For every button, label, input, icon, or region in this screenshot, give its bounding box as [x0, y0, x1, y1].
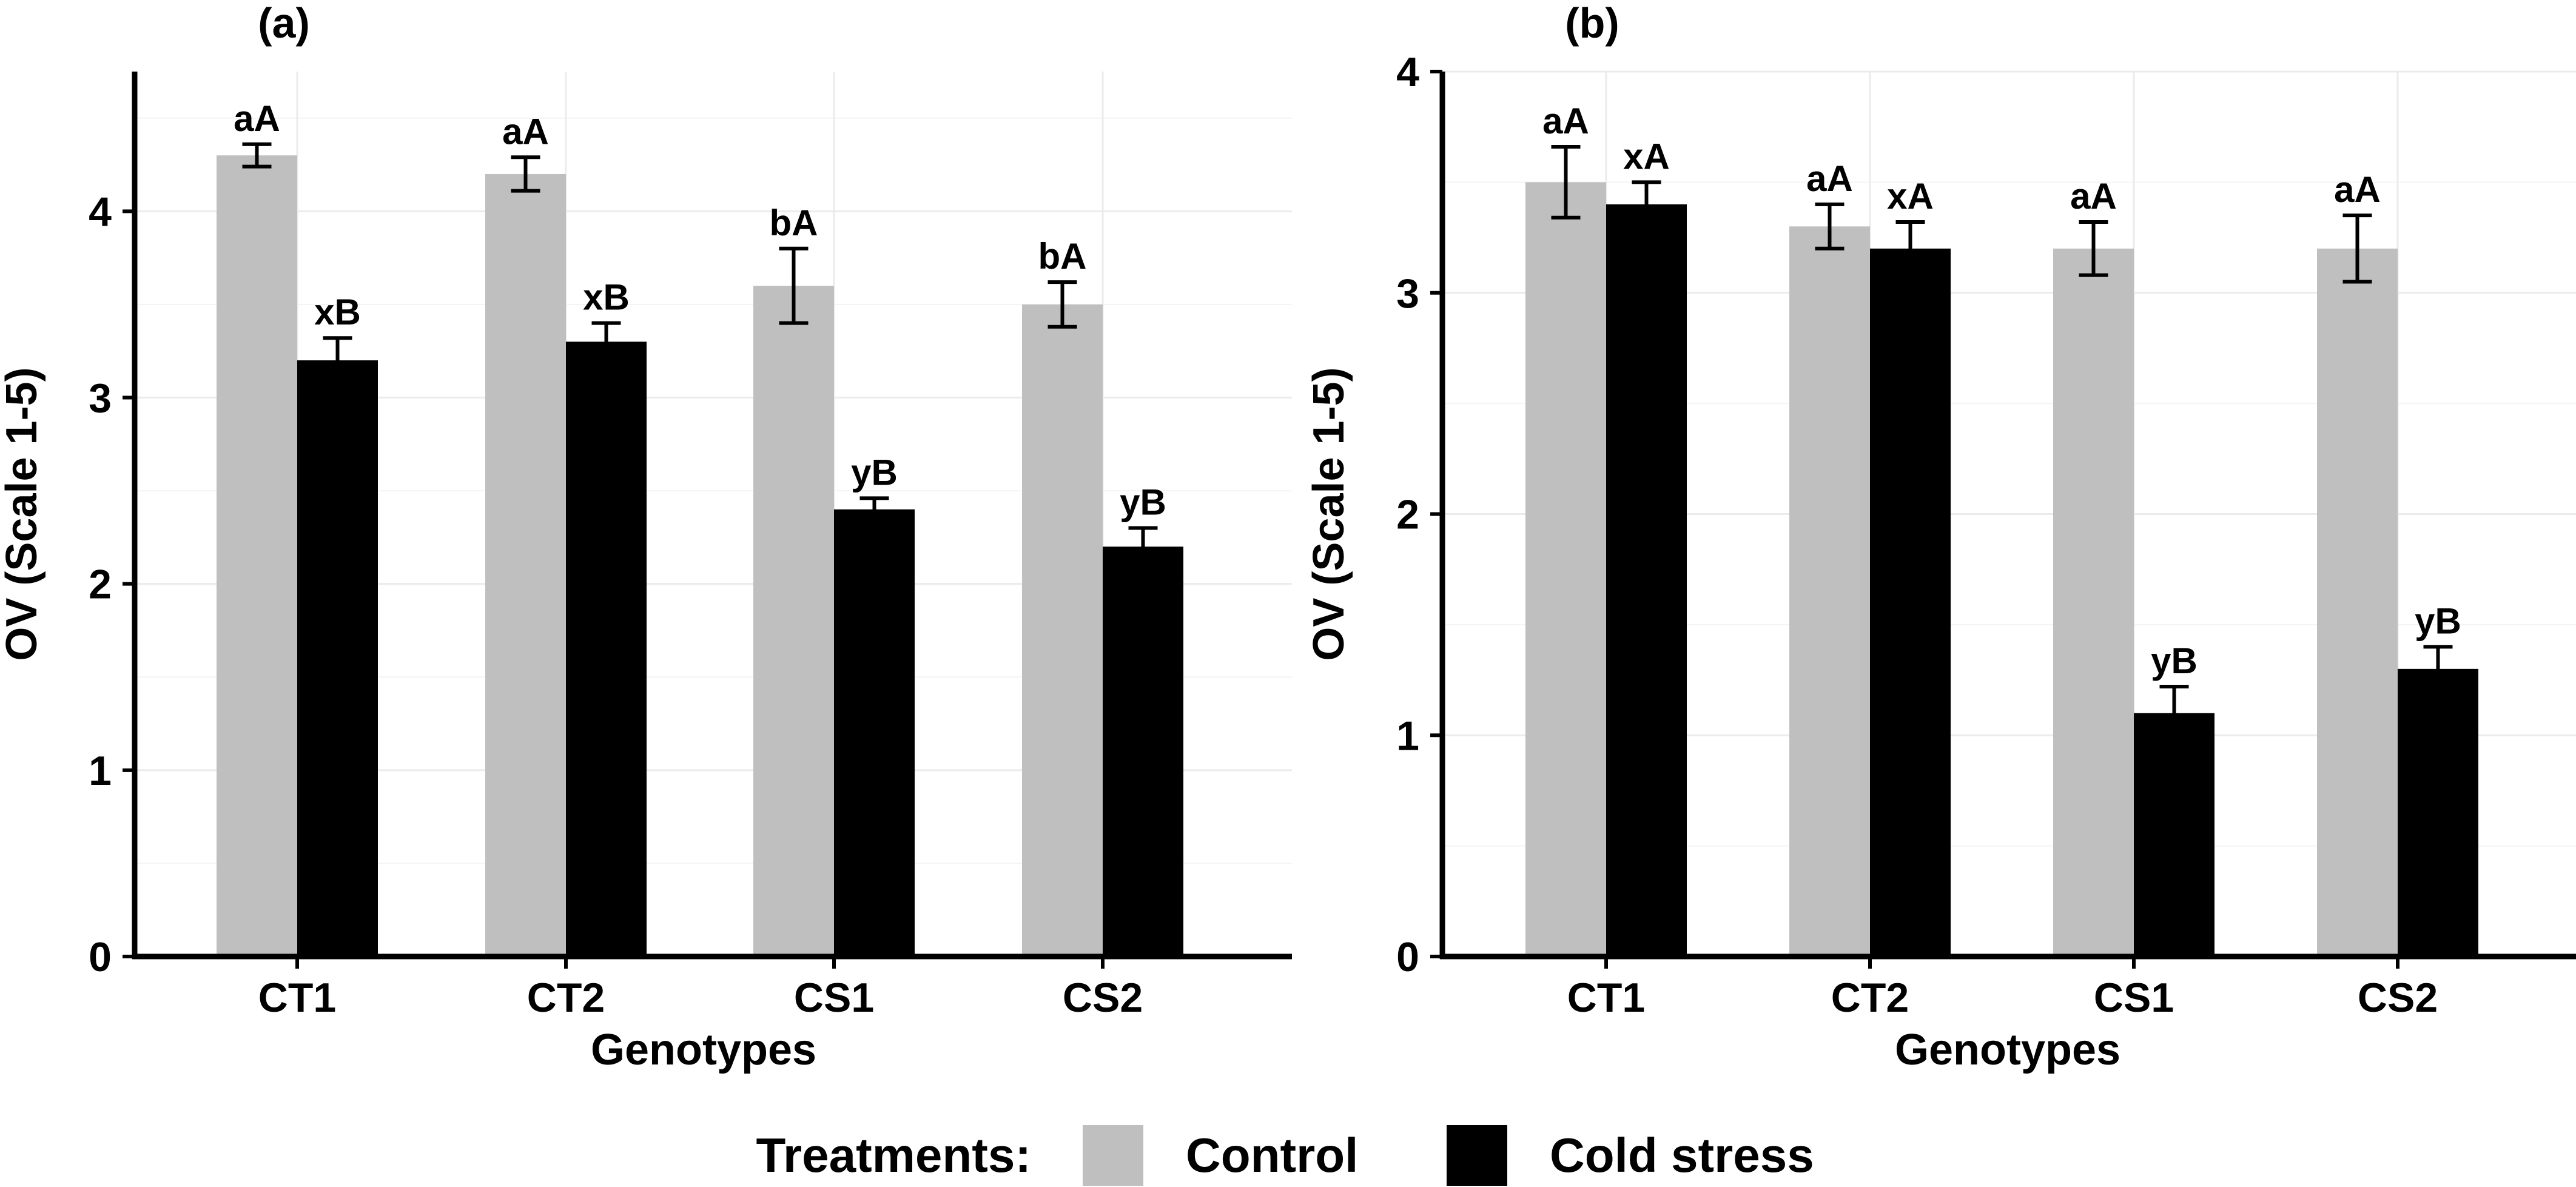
- bar-cold-stress-ct2: [566, 341, 647, 957]
- significance-label-control-ct2: aA: [502, 111, 549, 152]
- x-tick-label-cs1: CS1: [794, 975, 874, 1021]
- bar-cold-stress-cs2: [2398, 668, 2478, 957]
- bar-control-ct1: [217, 155, 297, 957]
- x-tick-label-ct1: CT1: [1567, 975, 1645, 1021]
- bar-cold-stress-cs1: [2134, 713, 2214, 957]
- x-tick-label-ct1: CT1: [258, 975, 336, 1021]
- x-tick-label-cs2: CS2: [1063, 975, 1143, 1021]
- x-tick-label-cs1: CS1: [2094, 975, 2174, 1021]
- legend-label-cold-stress: Cold stress: [1550, 1128, 1814, 1182]
- significance-label-cold-stress-ct2: xA: [1887, 176, 1934, 217]
- y-tick-label: 4: [89, 189, 112, 235]
- y-tick-label: 3: [89, 375, 112, 422]
- x-axis-title: Genotypes: [591, 1026, 816, 1074]
- significance-label-control-ct1: aA: [1542, 101, 1589, 141]
- x-axis-title: Genotypes: [1895, 1026, 2120, 1074]
- significance-label-control-cs1: aA: [2070, 176, 2117, 217]
- bar-cold-stress-ct2: [1870, 248, 1951, 957]
- significance-label-cold-stress-cs2: yB: [2415, 600, 2461, 641]
- bar-control-ct2: [1789, 226, 1870, 957]
- significance-label-cold-stress-ct1: xA: [1623, 136, 1670, 177]
- significance-label-cold-stress-ct2: xB: [583, 277, 630, 318]
- significance-label-cold-stress-cs1: yB: [851, 452, 898, 493]
- y-tick-label: 0: [89, 934, 112, 980]
- bar-control-cs1: [2053, 248, 2134, 957]
- panel-label: (b): [1565, 0, 1619, 47]
- y-tick-label: 2: [89, 562, 112, 608]
- significance-label-control-ct1: aA: [234, 98, 280, 139]
- significance-label-control-cs2: aA: [2334, 169, 2381, 210]
- chart-panel-b: aA aA aA aA xA xA yB yB 0 1 2 3 4 CT1 CT2 CS1 CS2 Genotyp…: [1305, 0, 2576, 1074]
- bar-control-ct2: [485, 173, 566, 957]
- bar-control-cs2: [1022, 304, 1103, 957]
- legend-label-control: Control: [1186, 1128, 1358, 1182]
- y-tick-label: 1: [89, 748, 112, 794]
- x-tick-label-ct2: CT2: [527, 975, 605, 1021]
- significance-label-cold-stress-cs1: yB: [2151, 641, 2198, 681]
- bar-cold-stress-cs2: [1103, 546, 1183, 957]
- significance-label-control-ct2: aA: [1806, 158, 1853, 199]
- y-tick-label: 1: [1396, 713, 1419, 759]
- x-tick-label-cs2: CS2: [2358, 975, 2438, 1021]
- y-axis-title: OV (Scale 1-5): [1305, 367, 1353, 661]
- chart-panel-a: aA aA bA bA xB xB yB yB 0 1 2 3 4 CT1 CT2 CS1 CS2 Genotyp…: [0, 0, 1292, 1074]
- legend-title: Treatments:: [756, 1128, 1031, 1182]
- bar-control-ct1: [1525, 182, 1606, 957]
- legend-swatch-cold-stress: [1447, 1125, 1507, 1186]
- bar-cold-stress-ct1: [1606, 204, 1687, 957]
- bar-cold-stress-ct1: [297, 360, 378, 957]
- significance-label-control-cs2: bA: [1038, 236, 1087, 277]
- bar-control-cs2: [2317, 248, 2398, 957]
- legend: Treatments: Control Cold stress: [756, 1125, 1814, 1186]
- y-tick-label: 0: [1396, 934, 1419, 980]
- significance-label-control-cs1: bA: [770, 203, 818, 243]
- bar-cold-stress-cs1: [834, 509, 915, 957]
- legend-swatch-control: [1083, 1125, 1143, 1186]
- y-tick-label: 4: [1396, 49, 1419, 95]
- panel-label: (a): [258, 0, 310, 47]
- y-tick-label: 2: [1396, 492, 1419, 538]
- significance-label-cold-stress-cs2: yB: [1120, 482, 1166, 523]
- y-axis-title: OV (Scale 1-5): [0, 367, 46, 661]
- bar-control-cs1: [753, 286, 834, 957]
- x-tick-label-ct2: CT2: [1831, 975, 1909, 1021]
- y-tick-label: 3: [1396, 271, 1419, 317]
- significance-label-cold-stress-ct1: xB: [314, 292, 361, 332]
